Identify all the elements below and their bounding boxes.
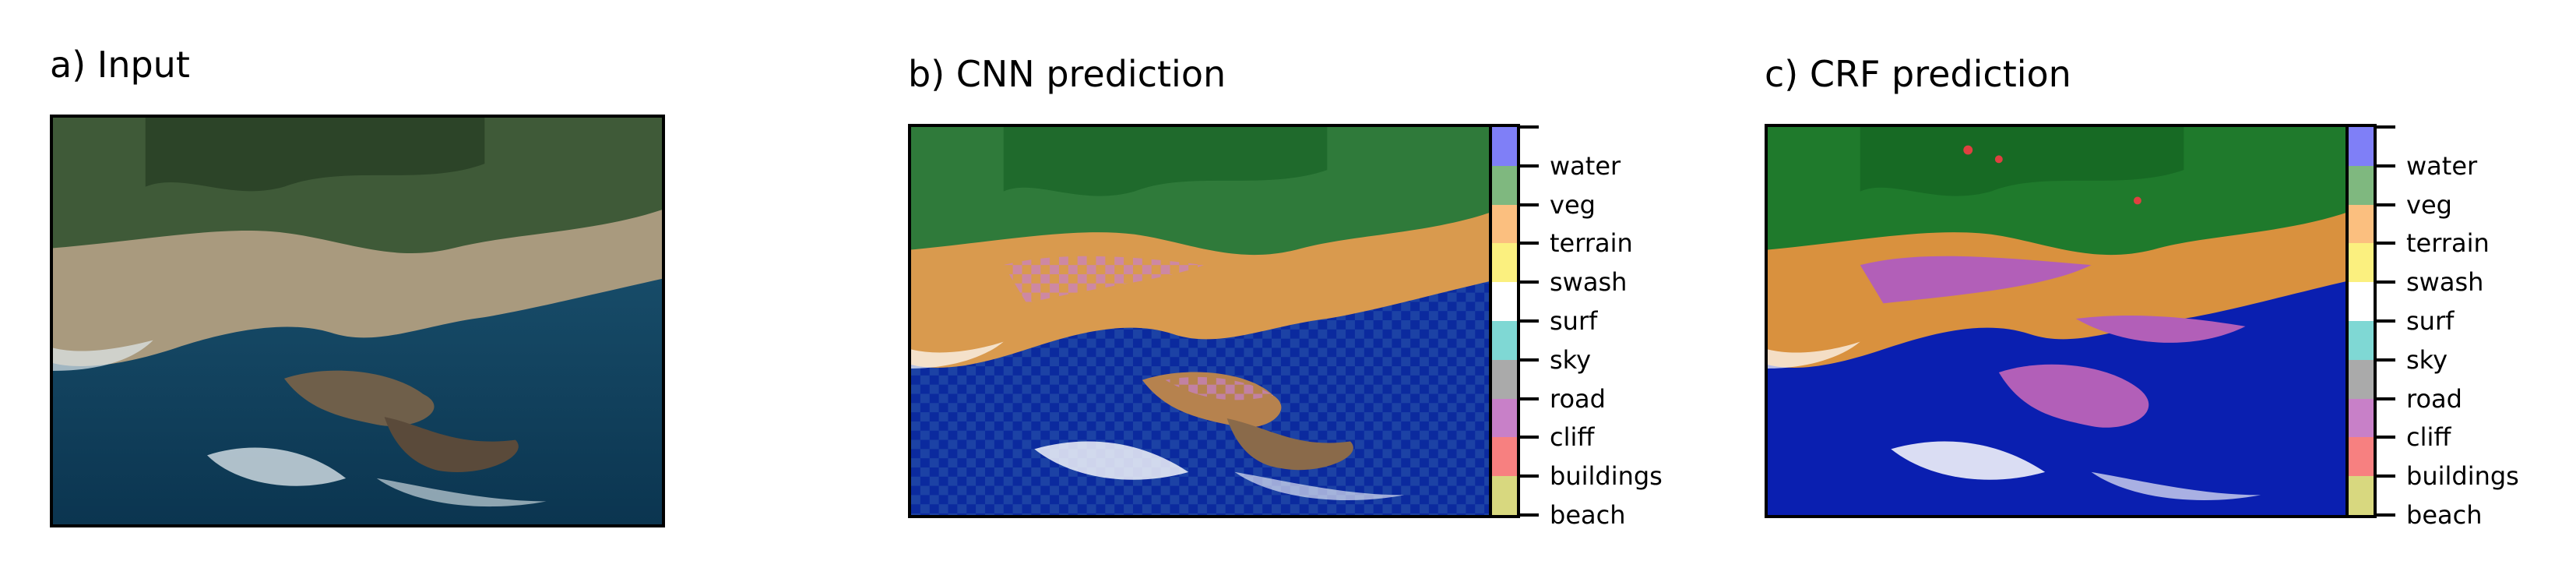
cnn-colorbar <box>1489 124 1520 518</box>
cnn-colorbar-tick <box>1520 474 1539 478</box>
cnn-colorbar-label-swash: swash <box>1550 267 1628 298</box>
cnn-colorbar-swatch-sky <box>1492 320 1517 360</box>
cnn-colorbar-swatch-beach <box>1492 476 1517 515</box>
crf-colorbar-tick <box>2377 125 2395 129</box>
crf-colorbar <box>2345 124 2377 518</box>
crf-colorbar-tick <box>2377 319 2395 323</box>
panel-c-title: c) CRF prediction <box>1765 53 2071 95</box>
crf-colorbar-tick <box>2377 358 2395 362</box>
cnn-colorbar-swatch-veg <box>1492 165 1517 205</box>
crf-colorbar-swatch-cliff <box>2349 398 2374 438</box>
crf-colorbar-label-cliff: cliff <box>2406 422 2451 453</box>
cnn-colorbar-tick <box>1520 319 1539 323</box>
crf-colorbar-swatch-terrain <box>2349 204 2374 244</box>
cnn-colorbar-swatch-swash <box>1492 243 1517 283</box>
crf-colorbar-label-water: water <box>2406 150 2478 181</box>
crf-prediction-image <box>1765 124 2353 518</box>
crf-colorbar-label-beach: beach <box>2406 500 2483 530</box>
cnn-colorbar-tick <box>1520 164 1539 168</box>
cnn-colorbar-swatch-water <box>1492 127 1517 166</box>
cnn-colorbar-tick <box>1520 242 1539 245</box>
cnn-colorbar-label-water: water <box>1550 150 1621 181</box>
input-image <box>50 115 665 527</box>
crf-colorbar-tick <box>2377 436 2395 439</box>
cnn-colorbar-label-veg: veg <box>1550 189 1596 220</box>
crf-colorbar-label-veg: veg <box>2406 189 2452 220</box>
cnn-colorbar-tick <box>1520 125 1539 129</box>
cnn-colorbar-label-cliff: cliff <box>1550 422 1595 453</box>
crf-colorbar-swatch-sky <box>2349 320 2374 360</box>
crf-colorbar-tick <box>2377 164 2395 168</box>
crf-colorbar-swatch-beach <box>2349 476 2374 515</box>
cnn-colorbar-tick <box>1520 358 1539 362</box>
crf-colorbar-label-swash: swash <box>2406 267 2484 298</box>
cnn-colorbar-label-beach: beach <box>1550 500 1626 530</box>
crf-colorbar-tick <box>2377 280 2395 284</box>
cnn-colorbar-label-terrain: terrain <box>1550 228 1633 259</box>
crf-colorbar-tick <box>2377 203 2395 206</box>
crf-colorbar-swatch-swash <box>2349 243 2374 283</box>
cnn-colorbar-label-road: road <box>1550 383 1606 414</box>
crf-colorbar-label-terrain: terrain <box>2406 228 2490 259</box>
cnn-prediction-image <box>908 124 1497 518</box>
cnn-colorbar-swatch-cliff <box>1492 398 1517 438</box>
crf-colorbar-label-sky: sky <box>2406 344 2448 375</box>
cnn-colorbar-label-sky: sky <box>1550 344 1591 375</box>
crf-colorbar-swatch-buildings <box>2349 437 2374 477</box>
cnn-colorbar-label-surf: surf <box>1550 306 1598 336</box>
cnn-colorbar-tick <box>1520 203 1539 206</box>
crf-colorbar-tick <box>2377 474 2395 478</box>
crf-colorbar-swatch-veg <box>2349 165 2374 205</box>
cnn-colorbar-tick <box>1520 436 1539 439</box>
cnn-colorbar-swatch-road <box>1492 359 1517 399</box>
panel-b-title: b) CNN prediction <box>908 53 1226 95</box>
crf-colorbar-tick <box>2377 397 2395 400</box>
cnn-colorbar-tick <box>1520 513 1539 517</box>
cnn-colorbar-swatch-buildings <box>1492 437 1517 477</box>
crf-colorbar-swatch-road <box>2349 359 2374 399</box>
crf-colorbar-swatch-water <box>2349 127 2374 166</box>
crf-colorbar-label-buildings: buildings <box>2406 461 2519 492</box>
cnn-colorbar-swatch-terrain <box>1492 204 1517 244</box>
cnn-colorbar-tick <box>1520 397 1539 400</box>
cnn-colorbar-tick <box>1520 280 1539 284</box>
crf-colorbar-label-road: road <box>2406 383 2462 414</box>
crf-colorbar-swatch-surf <box>2349 282 2374 321</box>
cnn-colorbar-label-buildings: buildings <box>1550 461 1663 492</box>
crf-colorbar-tick <box>2377 513 2395 517</box>
cnn-colorbar-swatch-surf <box>1492 282 1517 321</box>
crf-colorbar-tick <box>2377 242 2395 245</box>
panel-a-title: a) Input <box>50 44 190 86</box>
crf-colorbar-label-surf: surf <box>2406 306 2455 336</box>
